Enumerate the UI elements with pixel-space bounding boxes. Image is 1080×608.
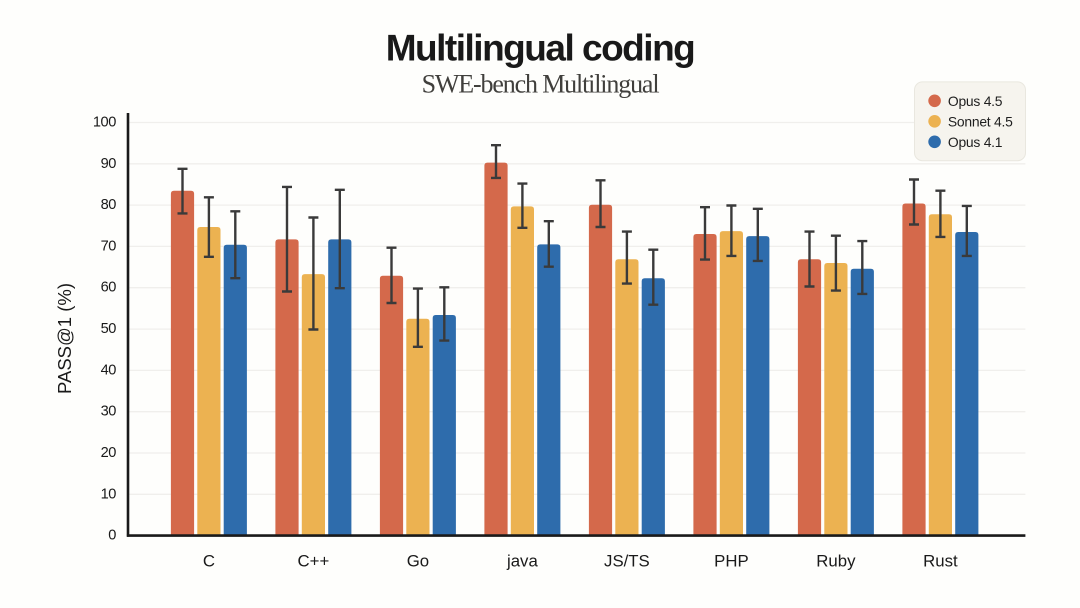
svg-text:Rust: Rust (923, 552, 958, 571)
svg-text:SWE-bench Multilingual: SWE-bench Multilingual (422, 70, 660, 99)
svg-text:20: 20 (101, 445, 117, 461)
svg-text:70: 70 (101, 238, 117, 254)
svg-text:0: 0 (108, 528, 116, 544)
svg-text:java: java (506, 552, 538, 571)
svg-text:JS/TS: JS/TS (604, 552, 650, 571)
svg-text:10: 10 (101, 486, 117, 502)
svg-text:C: C (203, 552, 215, 571)
svg-text:Opus 4.5: Opus 4.5 (948, 93, 1003, 109)
svg-text:Sonnet 4.5: Sonnet 4.5 (948, 113, 1013, 129)
svg-text:40: 40 (101, 362, 117, 378)
svg-text:PHP: PHP (714, 552, 749, 571)
svg-text:30: 30 (101, 404, 117, 420)
svg-text:50: 50 (101, 321, 117, 337)
svg-text:80: 80 (101, 197, 117, 213)
svg-text:90: 90 (101, 156, 117, 172)
svg-text:PASS@1 (%): PASS@1 (%) (54, 283, 75, 394)
svg-text:C++: C++ (298, 552, 330, 571)
svg-text:Ruby: Ruby (816, 552, 856, 571)
svg-text:Go: Go (407, 552, 429, 571)
svg-text:100: 100 (93, 115, 116, 131)
svg-text:60: 60 (101, 280, 117, 296)
svg-text:Multilingual coding: Multilingual coding (386, 28, 695, 69)
svg-text:Opus 4.1: Opus 4.1 (948, 134, 1003, 150)
